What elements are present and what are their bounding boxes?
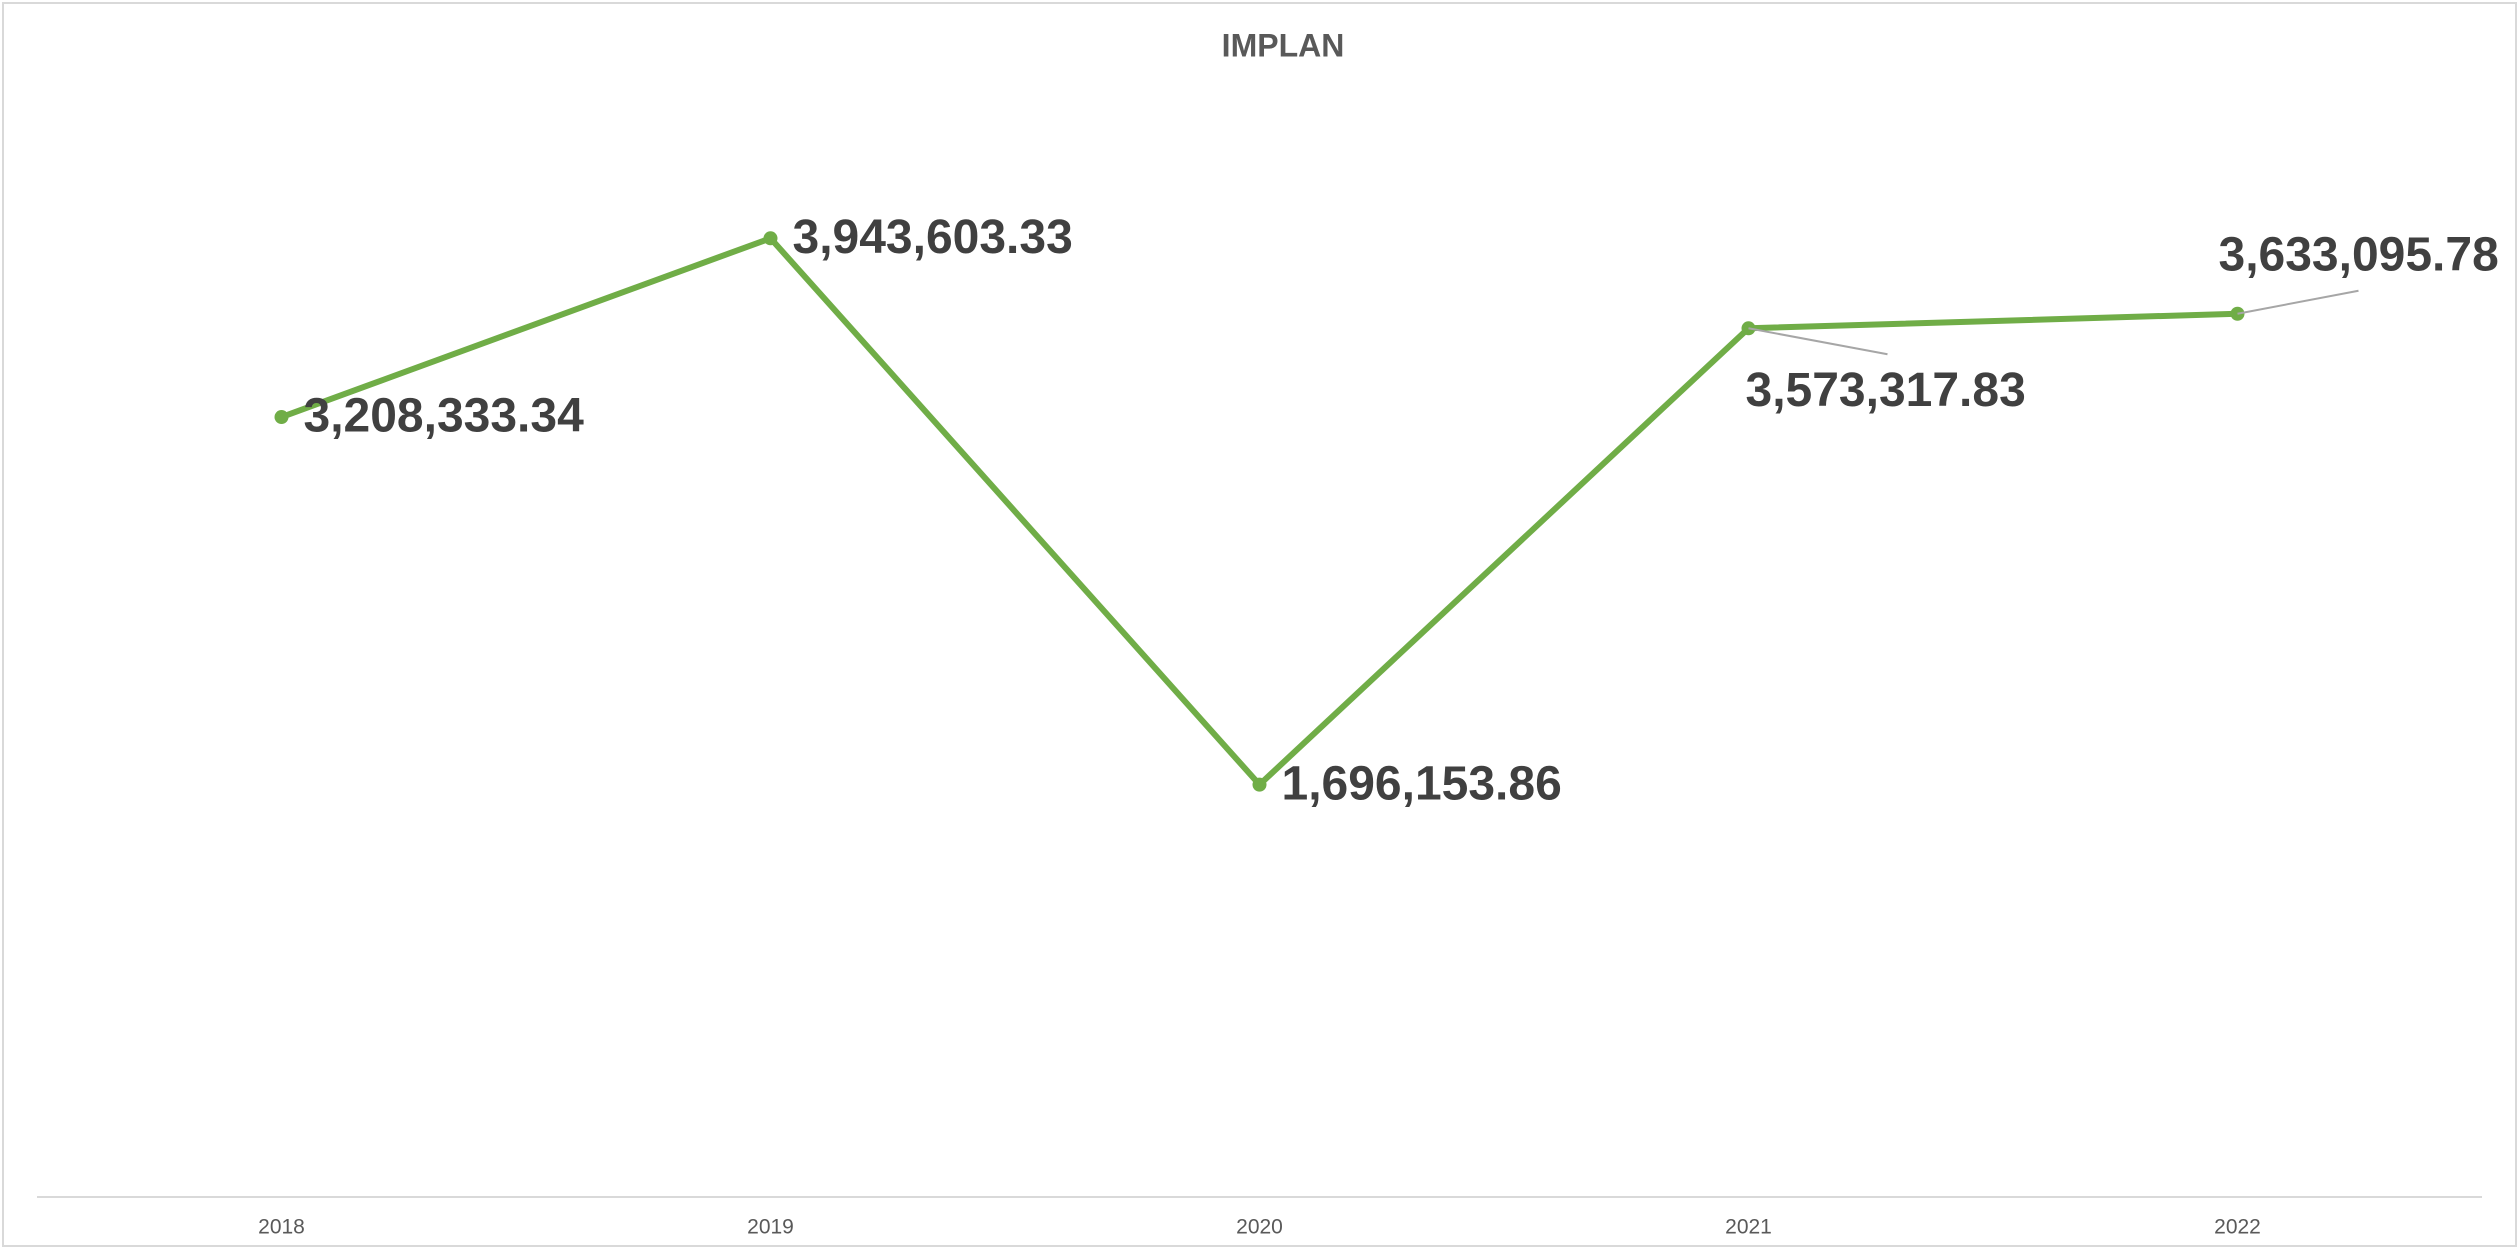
leader-line xyxy=(1748,327,1888,356)
x-tick-label: 2020 xyxy=(1236,1216,1283,1239)
data-label: 3,633,095.78 xyxy=(2219,228,2499,281)
data-point xyxy=(763,231,778,246)
x-tick-label: 2018 xyxy=(258,1216,305,1239)
data-point xyxy=(1252,777,1267,792)
data-label: 3,573,317.83 xyxy=(1746,364,2026,417)
data-label: 3,208,333.34 xyxy=(304,390,585,443)
x-tick-label: 2021 xyxy=(1725,1216,1772,1239)
data-point xyxy=(274,410,289,425)
data-label: 1,696,153.86 xyxy=(1282,757,1562,810)
x-tick-label: 2022 xyxy=(2214,1216,2261,1239)
leader-line xyxy=(2237,289,2359,315)
x-tick-label: 2019 xyxy=(747,1216,794,1239)
chart-title: IMPLAN xyxy=(1222,27,1345,63)
data-label: 3,943,603.33 xyxy=(793,211,1073,264)
